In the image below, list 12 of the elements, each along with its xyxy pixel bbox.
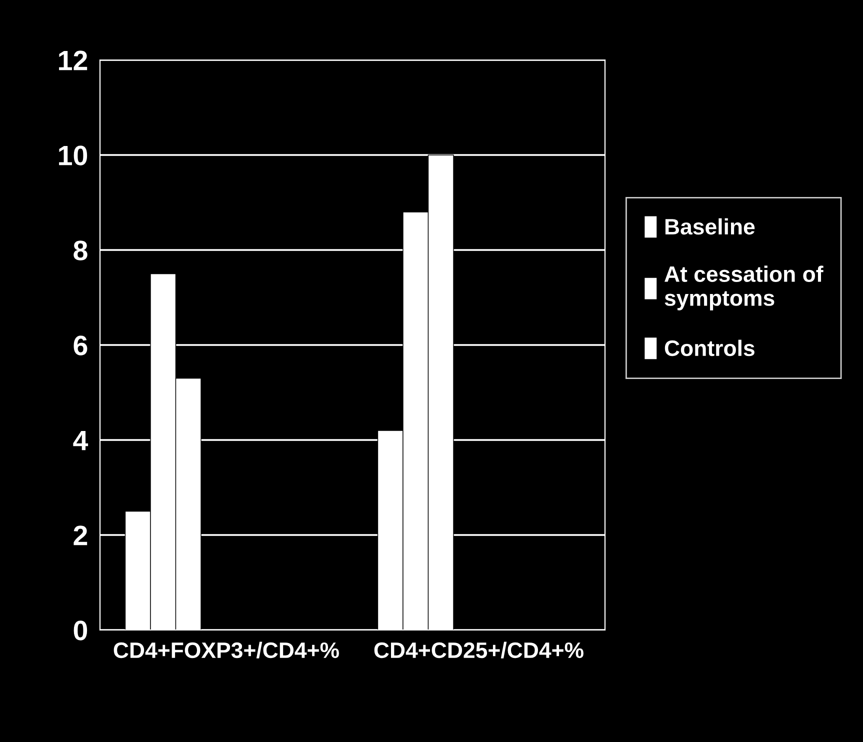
y-tick-label: 12 bbox=[59, 50, 88, 70]
x-tick-label: CD4+CD25+/CD4+% bbox=[374, 642, 584, 658]
y-tick-label: 10 bbox=[59, 146, 88, 166]
y-tick-label: 8 bbox=[74, 240, 88, 260]
x-tick-label: CD4+FOXP3+/CD4+% bbox=[114, 642, 339, 658]
legend-label: Baseline bbox=[665, 218, 755, 235]
legend-label: Controls bbox=[664, 340, 754, 356]
y-tick-label: 0 bbox=[74, 620, 88, 640]
y-tick-label: 6 bbox=[74, 336, 88, 356]
legend-label: At cessation of symptoms bbox=[664, 266, 824, 310]
y-tick-label: 2 bbox=[74, 526, 88, 546]
y-tick-label: 4 bbox=[73, 430, 88, 450]
